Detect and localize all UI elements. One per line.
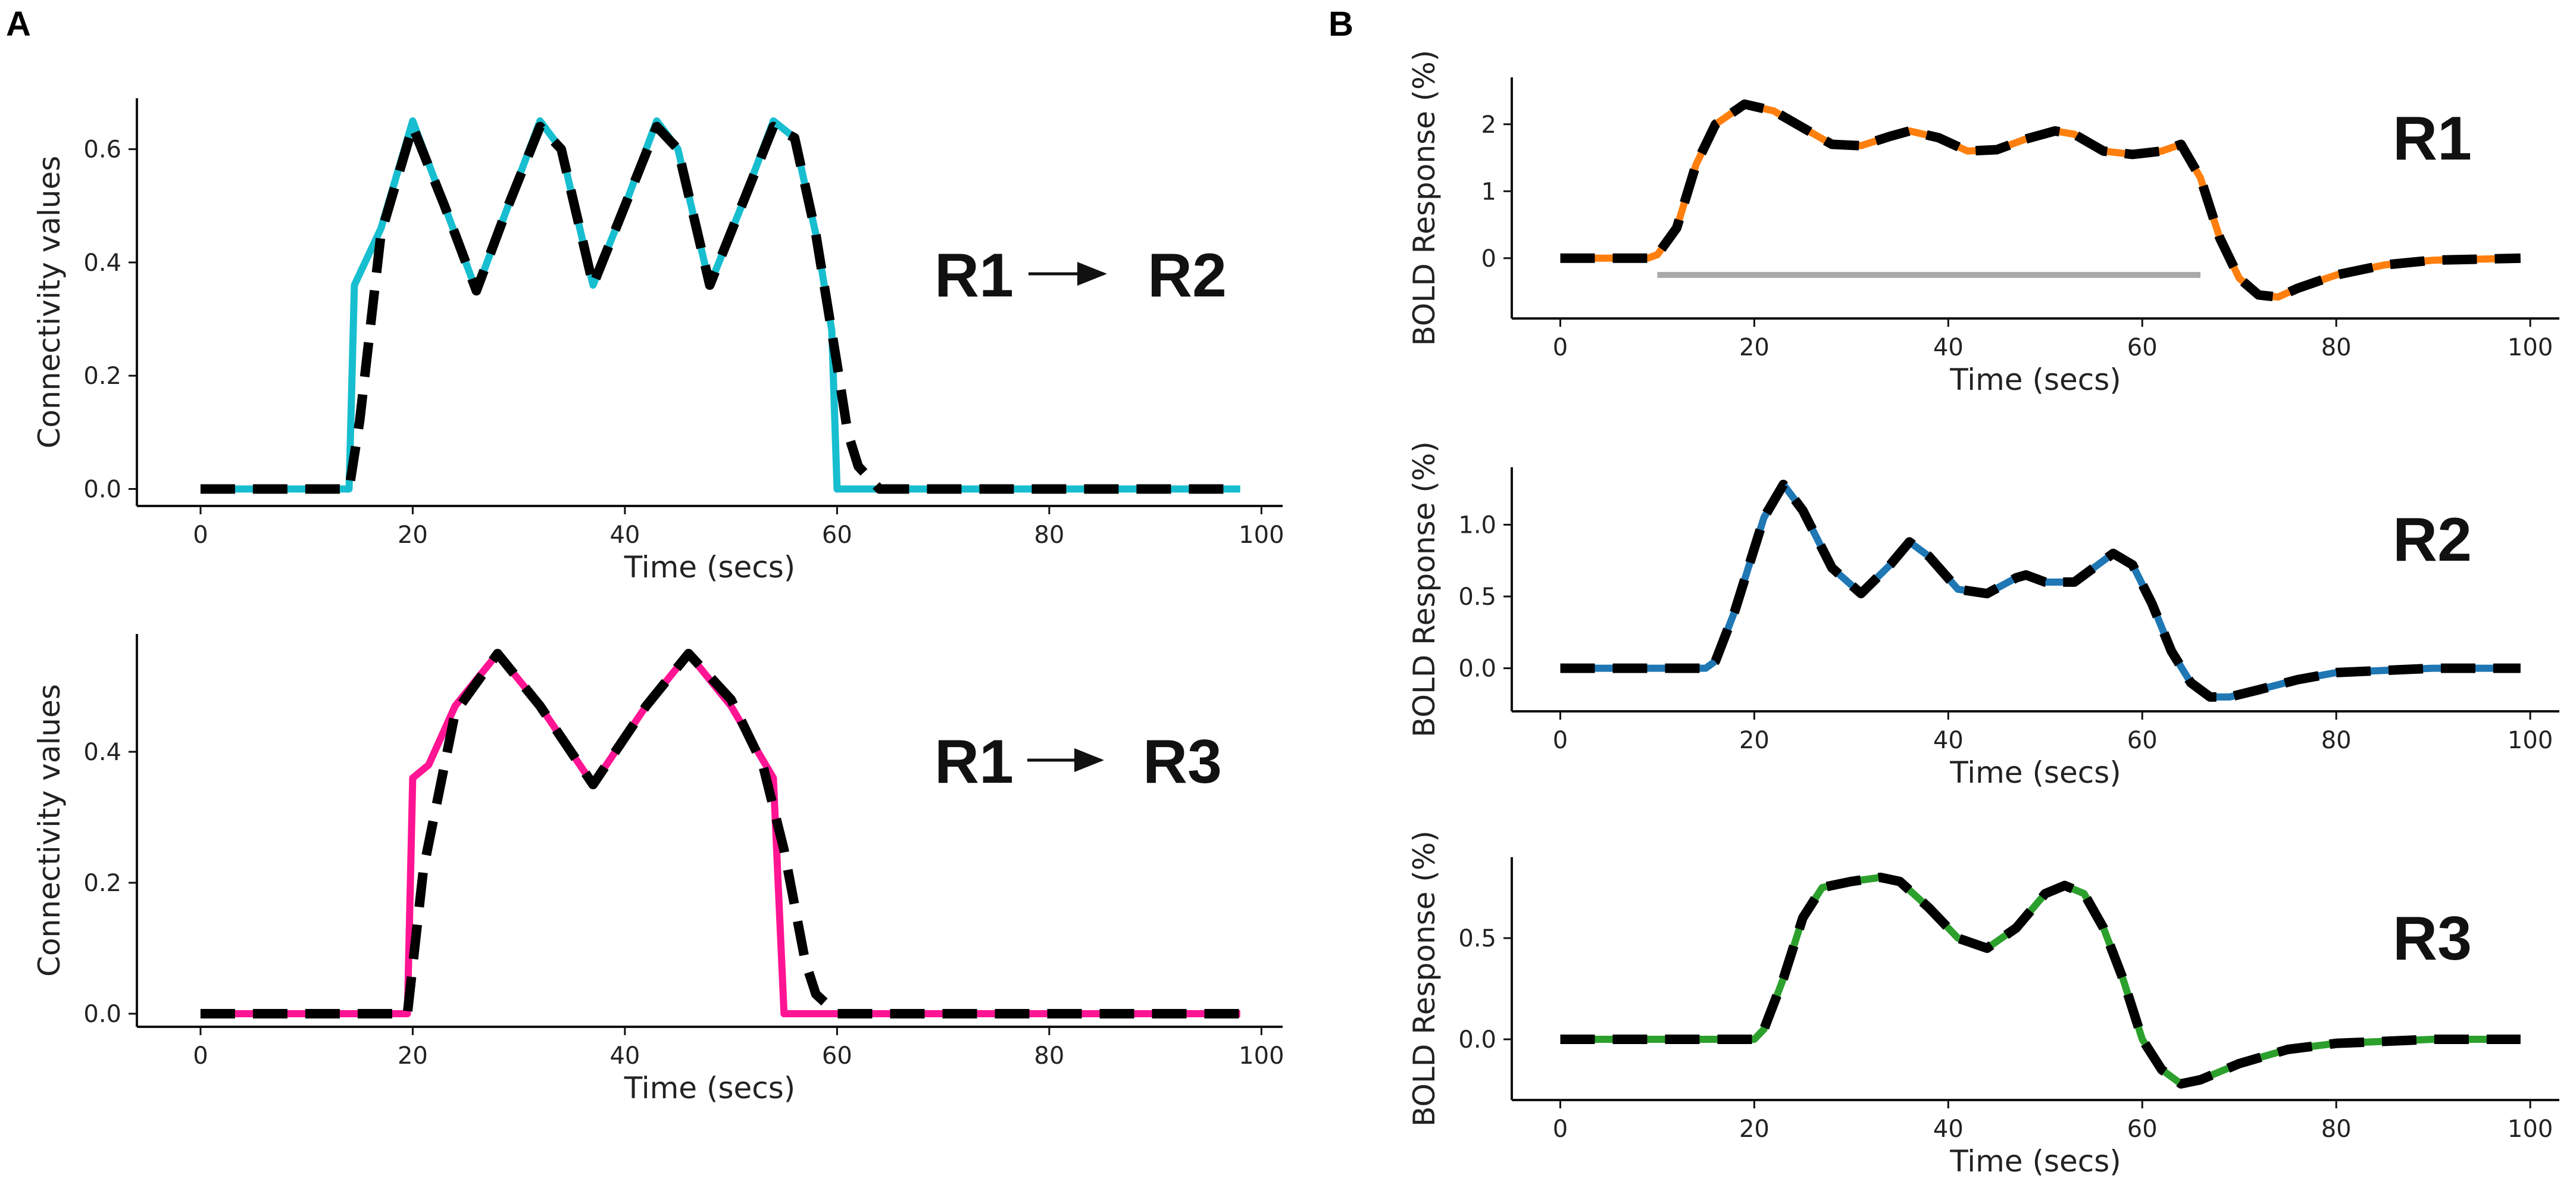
chart-B3: 0 20 40 60 80 100 0.0 0.5 Time (secs) BOLD Respon… [1407, 830, 2559, 1179]
series-line-estimated [1560, 99, 2521, 302]
y-tick-label: 0.0 [1458, 655, 1496, 683]
series-line-true [200, 117, 1240, 493]
chart-B1: 0 20 40 60 80 100 0 1 2 Time (secs) BOLD Response … [1407, 50, 2559, 397]
x-tick-label: 100 [1239, 521, 1284, 549]
source-region-label: R1 [934, 241, 1014, 310]
y-tick-label: 0.5 [1458, 583, 1496, 611]
x-axis-label: Time (secs) [1949, 363, 2121, 397]
x-tick-label: 60 [822, 521, 852, 549]
x-axis-label: Time (secs) [1949, 1144, 2121, 1179]
y-tick-label: 0.0 [1458, 1026, 1496, 1054]
x-tick-label: 20 [398, 521, 428, 549]
y-axis-label: BOLD Response (%) [1407, 830, 1442, 1127]
x-tick-label: 80 [2321, 1115, 2352, 1143]
y-axis-label: BOLD Response (%) [1407, 441, 1442, 738]
x-tick-label: 100 [1239, 1042, 1284, 1070]
y-tick-label: 0.2 [83, 870, 121, 897]
y-axis-label: Connectivity values [32, 156, 67, 449]
y-tick-label: 0.0 [83, 1001, 121, 1028]
x-tick-label: 60 [822, 1042, 852, 1070]
series-line-true [1560, 874, 2521, 1088]
y-tick-label: 1 [1481, 178, 1496, 205]
x-tick-label: 40 [609, 1042, 640, 1070]
x-tick-label: 20 [398, 1042, 428, 1070]
x-tick-label: 100 [2508, 1115, 2553, 1143]
y-tick-label: 0.4 [83, 739, 121, 766]
x-tick-label: 60 [2127, 727, 2158, 754]
region-label: R1 [2393, 104, 2472, 173]
x-axis-label: Time (secs) [624, 550, 796, 585]
x-tick-label: 0 [1553, 334, 1568, 361]
target-region-label: R2 [1148, 241, 1227, 310]
x-tick-label: 80 [1034, 521, 1064, 549]
x-tick-label: 0 [1553, 727, 1568, 754]
series-line-estimated [200, 121, 1240, 494]
x-tick-label: 80 [1034, 1042, 1064, 1070]
x-tick-label: 20 [1739, 334, 1770, 361]
series-line-true [1560, 480, 2521, 701]
x-axis-label: Time (secs) [1949, 755, 2121, 790]
y-tick-label: 0.4 [83, 249, 121, 277]
y-tick-label: 0.0 [83, 476, 121, 503]
series-line-estimated [1560, 479, 2521, 702]
series-line-true [200, 650, 1240, 1017]
panel-letter-a: A [6, 5, 31, 43]
y-axis-label: BOLD Response (%) [1407, 50, 1442, 346]
x-tick-label: 40 [1933, 334, 1964, 361]
x-tick-label: 0 [1553, 1115, 1568, 1143]
x-tick-label: 80 [2321, 727, 2352, 754]
source-region-label: R1 [934, 727, 1014, 796]
y-tick-label: 0 [1481, 245, 1496, 273]
y-tick-label: 0.2 [83, 363, 121, 390]
series-line-estimated [200, 649, 1240, 1018]
x-tick-label: 60 [2127, 1115, 2158, 1143]
x-tick-label: 80 [2321, 334, 2352, 361]
y-axis-label: Connectivity values [32, 684, 67, 977]
x-tick-label: 40 [609, 521, 640, 549]
x-tick-label: 0 [193, 1042, 208, 1070]
x-tick-label: 60 [2127, 334, 2158, 361]
x-tick-label: 100 [2508, 727, 2553, 754]
chart-A2: 0 20 40 60 80 100 0.0 0.2 0.4 Time (secs) Connecti… [32, 634, 1284, 1105]
y-tick-label: 1.0 [1458, 511, 1496, 539]
x-axis-label: Time (secs) [624, 1071, 796, 1105]
x-tick-label: 100 [2508, 334, 2553, 361]
region-label: R3 [2393, 904, 2472, 973]
x-tick-label: 40 [1933, 1115, 1964, 1143]
x-tick-label: 40 [1933, 727, 1964, 754]
x-tick-label: 20 [1739, 1115, 1770, 1143]
region-label: R2 [2393, 505, 2472, 574]
y-tick-label: 0.6 [83, 136, 121, 164]
chart-A1: 0 20 40 60 80 100 0.0 0.2 0.4 0.6 Time (secs) Conne… [32, 98, 1284, 585]
chart-B2: 0 20 40 60 80 100 0.0 0.5 1.0 Time (secs) BOLD Res… [1407, 441, 2559, 790]
series-line-estimated [1560, 873, 2521, 1089]
y-tick-label: 2 [1481, 111, 1496, 139]
panel-letter-b: B [1328, 5, 1353, 43]
y-tick-label: 0.5 [1458, 925, 1496, 952]
x-tick-label: 0 [193, 521, 208, 549]
target-region-label: R3 [1143, 727, 1222, 796]
x-tick-label: 20 [1739, 727, 1770, 754]
